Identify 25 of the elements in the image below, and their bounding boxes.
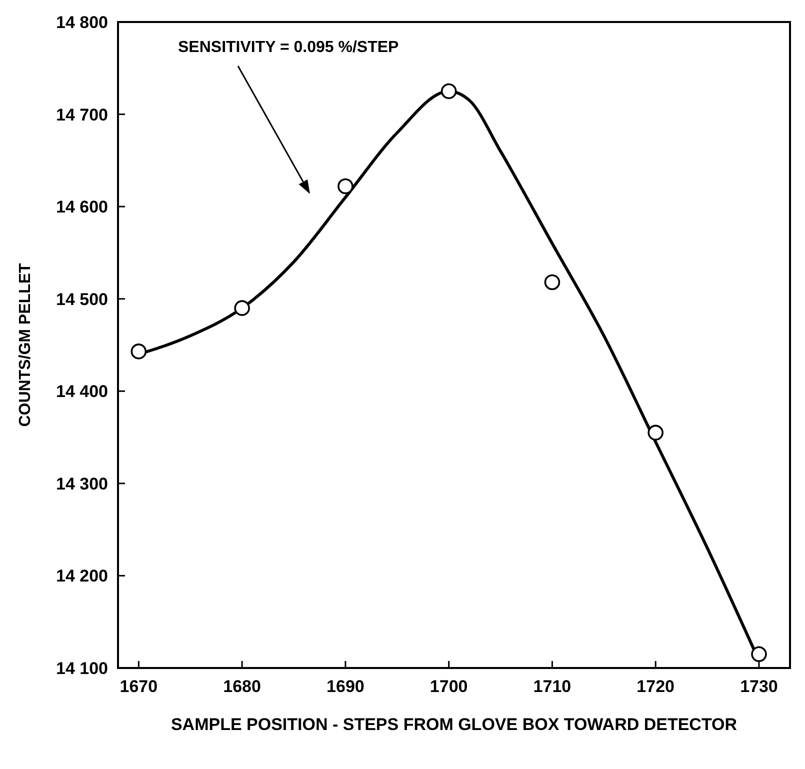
x-tick-label: 1730 — [740, 677, 778, 696]
point — [234, 300, 250, 316]
point — [751, 646, 767, 662]
y-tick-label: 14 500 — [56, 290, 108, 309]
y-tick-label: 14 700 — [56, 105, 108, 124]
y-tick-label: 14 800 — [56, 13, 108, 32]
x-tick-label: 1710 — [533, 677, 572, 696]
point — [440, 83, 457, 100]
x-tick-label: 1720 — [636, 677, 675, 696]
point — [338, 178, 354, 194]
x-axis-title: SAMPLE POSITION - STEPS FROM GLOVE BOX TOWARD DETECTOR — [170, 715, 738, 734]
y-tick-label: 14 200 — [56, 566, 108, 586]
y-tick-label: 14 100 — [56, 659, 108, 678]
x-tick-label: 1690 — [326, 677, 364, 696]
y-tick-label: 14 300 — [56, 474, 108, 494]
x-tick-label: 1680 — [223, 677, 261, 696]
y-tick-label: 14 600 — [56, 198, 108, 217]
point — [648, 424, 664, 441]
x-tick-label: 1700 — [430, 677, 468, 696]
annotation: SENSITIVITY = 0.095 %/STEP — [178, 39, 400, 56]
point — [544, 274, 560, 290]
point — [130, 344, 147, 360]
y-axis-title: COUNTS/GM PELLET — [17, 263, 34, 427]
x-tick-label: 1670 — [120, 677, 158, 696]
y-tick-label: 14 400 — [56, 382, 108, 402]
